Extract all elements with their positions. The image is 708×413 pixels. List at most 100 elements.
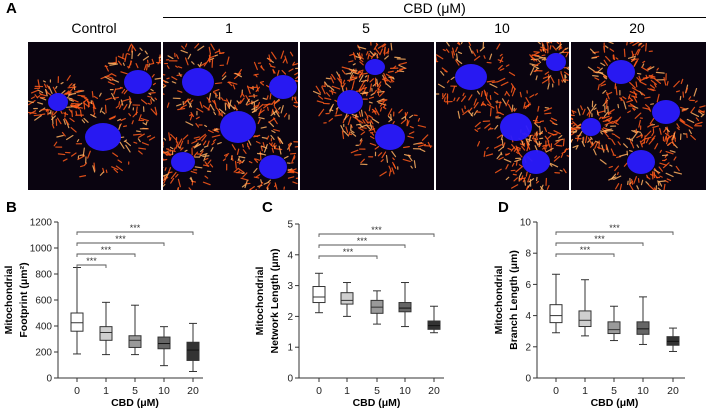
mitochondria-strand [390,113,392,121]
mitochondria-strand [93,162,96,172]
mitochondria-strand [409,125,414,129]
dose-label-20: 20 [629,20,645,36]
mitochondria-strand [249,188,252,190]
mitochondria-strand [505,99,510,107]
mitochondria-strand [194,166,203,169]
mitochondria-strand [653,78,662,84]
mitochondria-strand [276,69,280,76]
nucleus [375,124,405,150]
mitochondria-strand [321,85,326,88]
mitochondria-strand [284,55,288,64]
mitochondria-strand [280,105,284,114]
mitochondria-strand [690,106,696,113]
mitochondria-strand [244,180,248,189]
mitochondria-strand [127,44,132,52]
mitochondria-strand [446,42,450,47]
mitochondria-strand [163,93,165,95]
significance-bracket [76,242,165,246]
mitochondria-strand [148,92,152,96]
mitochondria-strand [619,153,628,157]
mitochondria-strand [135,106,138,116]
dose-label-5: 5 [362,20,370,36]
mitochondria-strand [278,145,282,155]
mitochondria-strand [487,103,495,109]
mitochondria-strand [632,42,640,47]
mitochondria-strand [176,54,179,60]
mitochondria-strand [154,97,158,101]
mitochondria-strand [385,77,392,83]
mitochondria-strand [468,45,473,54]
mitochondria-strand [82,102,90,108]
mitochondria-strand [615,86,618,96]
mitochondria-strand [535,115,539,123]
mitochondria-strand [600,83,607,87]
mitochondria-strand [639,90,643,96]
mitochondria-strand [262,142,265,147]
mitochondria-strand [145,121,148,125]
mitochondria-strand [665,135,668,142]
mitochondria-strand [538,60,542,64]
mitochondria-strand [139,47,143,51]
mitochondria-strand [131,45,134,53]
mitochondria-strand [688,96,692,100]
mitochondria-strand [373,89,377,95]
mitochondria-strand [66,97,73,100]
mitochondria-strand [563,148,568,153]
mitochondria-strand [121,88,126,94]
box-10 [636,296,650,345]
mitochondria-strand [234,72,242,78]
mitochondria-strand [358,86,368,91]
mitochondria-strand [287,168,293,172]
mitochondria-strand [525,171,528,177]
nucleus [269,75,297,99]
mitochondria-strand [556,43,562,50]
mitochondria-strand [549,163,553,167]
mitochondria-strand [104,104,107,114]
mitochondria-strand [673,156,677,161]
mitochondria-strand [112,96,119,100]
mitochondria-strand [76,139,80,143]
mitochondria-strand [543,147,547,152]
mitochondria-strand [242,172,248,178]
significance-bracket [76,231,194,235]
micrograph-cbd-1 [163,42,298,190]
mitochondria-strand [427,141,432,149]
mitochondria-strand [533,69,538,72]
mitochondria-strand [359,58,364,63]
mitochondria-strand [43,83,47,89]
mitochondria-strand [163,175,166,181]
mitochondria-strand [549,162,559,168]
mitochondria-strand [533,121,541,124]
mitochondria-strand [572,131,577,134]
mitochondria-strand [535,131,538,137]
mitochondria-strand [267,57,272,61]
mitochondria-strand [631,50,634,56]
mitochondria-strand [536,180,540,184]
x-tick-label: 10 [158,385,170,397]
mitochondria-strand [398,62,407,66]
mitochondria-strand [263,103,272,106]
mitochondria-strand [441,67,448,73]
mitochondria-strand [673,80,680,88]
mitochondria-strand [338,74,341,81]
mitochondria-strand [362,119,366,124]
mitochondria-strand [531,64,540,70]
mitochondria-strand [656,93,660,103]
mitochondria-strand [647,88,655,92]
mitochondria-strand [505,64,510,67]
mitochondria-strand [663,183,666,190]
mitochondria-strand [511,88,516,97]
mitochondria-strand [204,124,208,128]
mitochondria-strand [572,121,579,127]
mitochondria-strand [571,109,575,115]
mitochondria-strand [406,120,410,127]
mitochondria-strand [180,147,184,151]
mitochondria-strand [202,140,207,146]
mitochondria-strand [81,95,88,99]
mitochondria-strand [230,155,234,162]
mitochondria-strand [253,104,259,108]
mitochondria-strand [221,111,224,117]
mitochondria-strand [587,66,595,72]
mitochondria-strand [100,75,108,80]
mitochondria-strand [500,81,509,87]
